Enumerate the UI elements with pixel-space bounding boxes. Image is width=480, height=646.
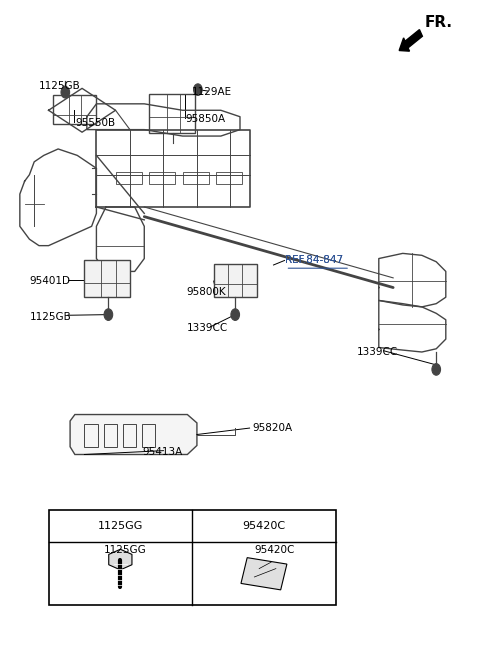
Bar — [214, 264, 257, 297]
Circle shape — [193, 84, 202, 96]
Text: 1339CC: 1339CC — [357, 347, 398, 357]
Text: 95820A: 95820A — [252, 423, 292, 433]
Text: 95420C: 95420C — [242, 521, 286, 531]
Text: 95550B: 95550B — [75, 118, 115, 128]
Bar — [149, 172, 175, 184]
Text: REF.84-847: REF.84-847 — [286, 255, 344, 266]
Bar — [182, 172, 209, 184]
Text: 95800K: 95800K — [186, 287, 226, 297]
Bar — [142, 424, 156, 448]
Text: FR.: FR. — [424, 15, 452, 30]
Polygon shape — [70, 415, 197, 455]
Text: 1129AE: 1129AE — [192, 87, 232, 98]
Bar — [149, 94, 194, 133]
Bar — [216, 172, 242, 184]
Polygon shape — [241, 557, 287, 590]
Text: 1339CC: 1339CC — [186, 323, 228, 333]
Text: 1125GG: 1125GG — [97, 521, 143, 531]
Text: 95401D: 95401D — [29, 276, 71, 286]
Polygon shape — [109, 549, 132, 570]
Bar — [53, 96, 96, 125]
Bar — [123, 424, 136, 448]
Circle shape — [104, 309, 113, 320]
Text: 1125GB: 1125GB — [39, 81, 81, 91]
Circle shape — [231, 309, 240, 320]
Circle shape — [432, 364, 441, 375]
Bar — [84, 424, 98, 448]
Circle shape — [61, 87, 70, 98]
Text: 95413A: 95413A — [142, 447, 182, 457]
Text: 95850A: 95850A — [185, 114, 225, 124]
Bar — [104, 424, 117, 448]
FancyArrow shape — [399, 30, 422, 51]
Bar — [48, 510, 336, 605]
Text: 1125GB: 1125GB — [29, 311, 71, 322]
Text: REF.84-847: REF.84-847 — [286, 255, 344, 266]
Text: 1125GG: 1125GG — [104, 545, 146, 555]
Bar — [116, 172, 142, 184]
Text: 95420C: 95420C — [254, 545, 295, 555]
Bar — [84, 260, 130, 297]
